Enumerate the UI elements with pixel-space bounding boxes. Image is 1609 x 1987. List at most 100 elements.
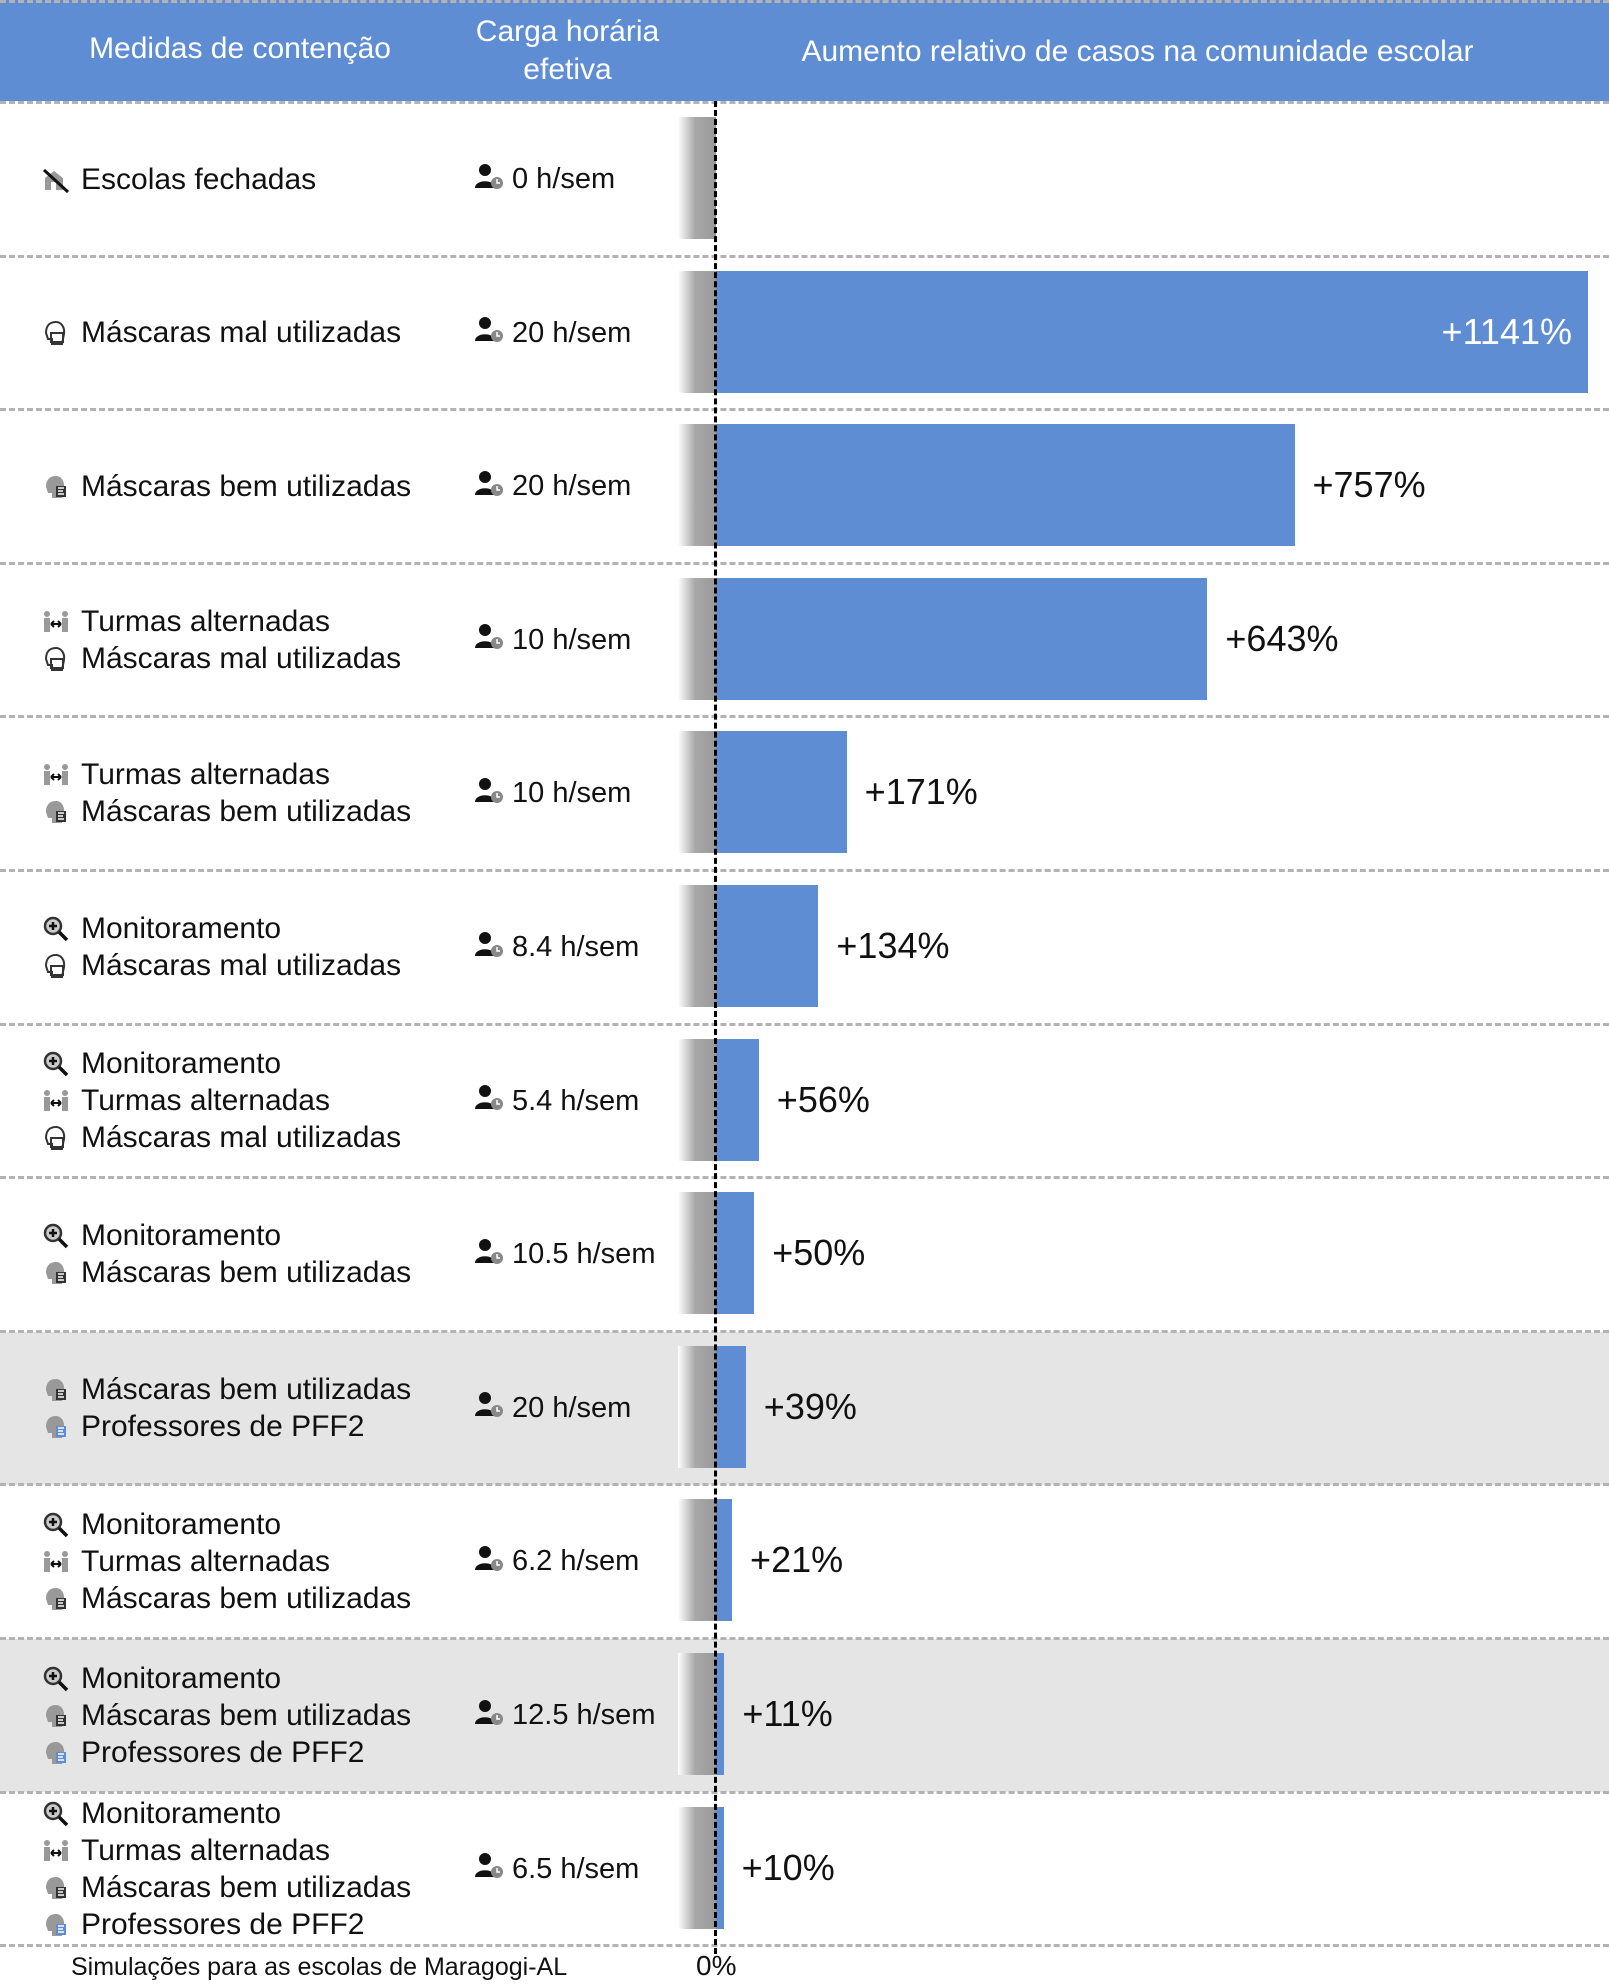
pff2-teacher-icon [42,1413,70,1441]
measure-label: Máscaras bem utilizadas [81,1581,412,1615]
measure-label: Monitoramento [81,912,282,945]
separator [0,1483,1609,1487]
separator [0,1944,1609,1948]
mask-good-icon [42,1874,70,1902]
zero-axis-label: 0% [696,1950,737,1981]
pff2-teacher-icon [42,1739,70,1767]
person-clock-icon [474,1698,512,1734]
value-label: +1141% [1441,310,1572,352]
measure-label: Máscaras bem utilizadas [81,469,412,503]
value-label: +39% [763,1385,857,1427]
table-row: Máscaras bem utilizadas 20 h/sem +757% [0,410,1609,563]
measure-item: Monitoramento [42,1218,411,1255]
table-row: Turmas alternadas Máscaras mal utilizadas… [0,564,1609,717]
mask-good-icon [42,1585,70,1613]
footer-note: Simulações para as escolas de Maragogi-A… [71,1953,568,1981]
baseline-shade [678,1038,716,1161]
separator [0,869,1609,872]
person-clock-icon [474,930,512,966]
alternating-classes-icon [42,761,70,789]
table-row: Máscaras mal utilizadas 20 h/sem +1141% [0,257,1609,410]
value-label: +134% [836,925,950,966]
measure-label: Monitoramento [81,1507,282,1541]
header-load-line1: Carga horária [475,15,660,48]
measure-label: Turmas alternadas [81,1833,330,1867]
measure-label: Máscaras bem utilizadas [81,795,412,829]
bar [716,731,847,854]
mask-bad-icon [42,319,70,347]
separator [0,0,1609,3]
monitoring-icon [42,1665,70,1693]
measure-label: Monitoramento [81,1219,282,1253]
mask-bad-icon [42,952,70,980]
monitoring-icon [42,1222,70,1250]
measure-item: Máscaras bem utilizadas [42,1697,411,1734]
table-row: Escolas fechadas 0 h/sem [0,103,1609,256]
bar [716,1806,724,1929]
separator [0,1790,1609,1794]
measure-item: Turmas alternadas [42,1083,401,1120]
load-cell: 12.5 h/sem [474,1639,655,1792]
measure-item: Máscaras mal utilizadas [42,948,401,985]
measure-item: Professores de PFF2 [42,1734,411,1771]
person-clock-icon [474,1544,512,1580]
measure-item: Máscaras bem utilizadas [42,468,411,505]
bar [716,1192,755,1315]
load-value: 0 h/sem [512,163,616,195]
load-value: 20 h/sem [512,316,632,349]
measure-item: Professores de PFF2 [42,1906,411,1943]
separator [0,101,1609,104]
person-clock-icon [474,1083,512,1119]
load-value: 10 h/sem [512,777,632,810]
load-value: 10.5 h/sem [512,1238,656,1271]
measure-label: Máscaras mal utilizadas [81,641,402,675]
monitoring-icon [42,1511,70,1539]
load-cell: 10 h/sem [474,564,631,717]
measure-label: Monitoramento [81,1047,282,1081]
measure-item: Turmas alternadas [42,1832,411,1869]
alternating-classes-icon [42,1548,70,1576]
baseline-shade [678,1345,716,1468]
load-value: 12.5 h/sem [512,1699,656,1731]
value-label: +11% [742,1693,833,1734]
separator [0,561,1609,565]
person-clock-icon [474,1851,512,1887]
load-cell: 20 h/sem [474,1332,631,1485]
person-clock-icon [474,1390,512,1426]
zero-line [714,101,717,1954]
mask-good-icon [42,1259,70,1287]
measure-item: Turmas alternadas [42,1543,411,1580]
person-clock-icon [474,162,512,198]
measure-item: Monitoramento [42,1795,411,1832]
person-clock-icon [474,1237,512,1273]
pff2-teacher-icon [42,1911,70,1939]
table-header: Medidas de contenção Carga horária efeti… [0,0,1609,101]
measure-item: Monitoramento [42,1506,411,1543]
measures-cell: Monitoramento Máscaras mal utilizadas [42,871,401,1024]
table-row: Monitoramento Máscaras mal utilizadas 8.4 … [0,871,1609,1024]
measure-item: Máscaras bem utilizadas [42,1580,411,1617]
load-value: 6.5 h/sem [512,1852,640,1885]
measure-label: Professores de PFF2 [81,1409,365,1443]
separator [0,1637,1609,1640]
measure-item: Máscaras mal utilizadas [42,315,401,352]
load-cell: 6.5 h/sem [474,1793,639,1946]
measure-item: Turmas alternadas [42,603,401,640]
value-label: +171% [864,771,978,813]
measure-label: Máscaras mal utilizadas [81,949,402,982]
bar [716,424,1295,547]
measures-cell: Escolas fechadas [42,103,316,256]
measure-label: Máscaras bem utilizadas [81,1256,412,1290]
measure-label: Turmas alternadas [81,1084,330,1118]
measure-label: Máscaras mal utilizadas [81,316,402,350]
load-value: 6.2 h/sem [512,1545,640,1578]
separator [0,254,1609,258]
measure-label: Escolas fechadas [81,162,317,196]
value-label: +757% [1312,464,1426,506]
measures-cell: Máscaras bem utilizadas [42,410,411,563]
mask-bad-icon [42,1124,70,1152]
table-row: Monitoramento Máscaras bem utilizadas 10.5… [0,1178,1609,1331]
measure-label: Turmas alternadas [81,604,330,638]
measure-item: Professores de PFF2 [42,1408,411,1445]
monitoring-icon [42,1050,70,1078]
